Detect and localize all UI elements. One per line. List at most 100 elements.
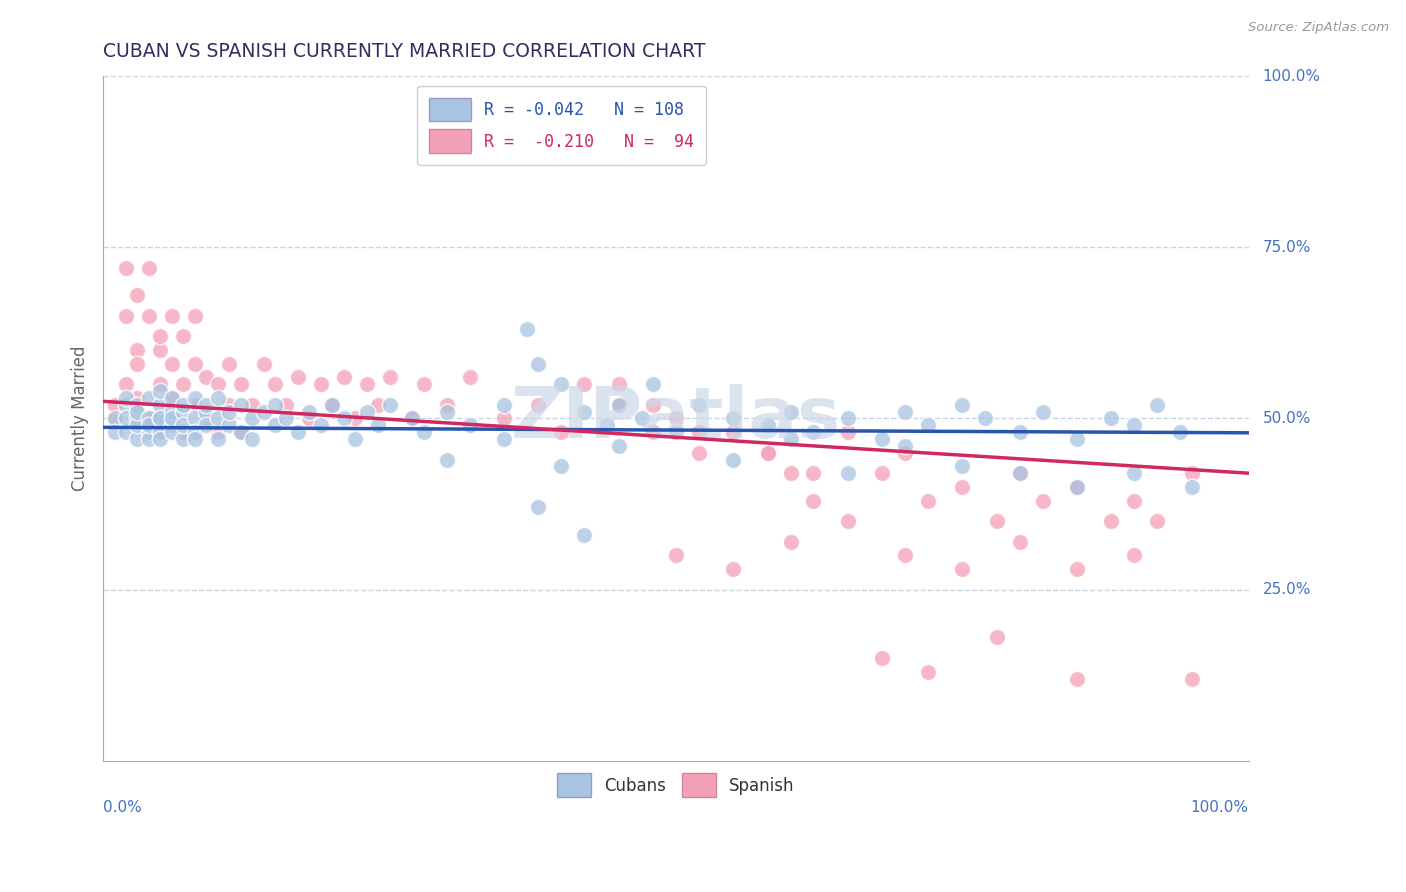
- Point: [264, 398, 287, 412]
- Point: [127, 357, 149, 371]
- Point: [756, 445, 779, 459]
- Point: [149, 329, 172, 343]
- Point: [138, 432, 160, 446]
- Point: [436, 404, 458, 418]
- Point: [160, 391, 183, 405]
- Point: [115, 309, 138, 323]
- Point: [1032, 493, 1054, 508]
- Point: [172, 377, 194, 392]
- Point: [607, 398, 630, 412]
- Point: [436, 398, 458, 412]
- Point: [665, 425, 688, 439]
- Point: [344, 432, 367, 446]
- Point: [127, 404, 149, 418]
- Point: [127, 343, 149, 357]
- Point: [1168, 425, 1191, 439]
- Text: 25.0%: 25.0%: [1263, 582, 1310, 597]
- Point: [688, 445, 710, 459]
- Point: [1123, 493, 1146, 508]
- Point: [779, 466, 801, 480]
- Point: [607, 398, 630, 412]
- Point: [229, 377, 252, 392]
- Point: [103, 411, 125, 425]
- Point: [252, 404, 274, 418]
- Point: [1146, 398, 1168, 412]
- Point: [458, 418, 481, 433]
- Point: [367, 418, 389, 433]
- Point: [1123, 549, 1146, 563]
- Point: [917, 418, 939, 433]
- Point: [665, 411, 688, 425]
- Point: [1066, 480, 1088, 494]
- Point: [458, 370, 481, 384]
- Point: [149, 411, 172, 425]
- Point: [264, 418, 287, 433]
- Point: [641, 377, 664, 392]
- Point: [688, 398, 710, 412]
- Point: [240, 398, 263, 412]
- Point: [974, 411, 997, 425]
- Point: [641, 398, 664, 412]
- Point: [1008, 534, 1031, 549]
- Point: [218, 398, 240, 412]
- Point: [356, 377, 378, 392]
- Point: [665, 425, 688, 439]
- Point: [184, 411, 207, 425]
- Point: [172, 432, 194, 446]
- Point: [160, 404, 183, 418]
- Point: [138, 411, 160, 425]
- Point: [195, 370, 218, 384]
- Point: [574, 404, 596, 418]
- Point: [103, 411, 125, 425]
- Point: [723, 425, 745, 439]
- Point: [723, 562, 745, 576]
- Point: [195, 404, 218, 418]
- Point: [321, 398, 343, 412]
- Point: [1180, 480, 1202, 494]
- Point: [276, 398, 298, 412]
- Point: [287, 370, 309, 384]
- Point: [160, 391, 183, 405]
- Point: [138, 411, 160, 425]
- Point: [207, 411, 229, 425]
- Point: [950, 562, 973, 576]
- Point: [127, 418, 149, 433]
- Point: [149, 398, 172, 412]
- Point: [494, 432, 516, 446]
- Point: [516, 322, 538, 336]
- Point: [207, 391, 229, 405]
- Point: [837, 514, 859, 528]
- Point: [149, 432, 172, 446]
- Point: [550, 377, 572, 392]
- Point: [160, 418, 183, 433]
- Point: [115, 398, 138, 412]
- Point: [240, 411, 263, 425]
- Point: [160, 425, 183, 439]
- Text: 75.0%: 75.0%: [1263, 240, 1310, 255]
- Point: [401, 411, 423, 425]
- Point: [172, 404, 194, 418]
- Point: [756, 418, 779, 433]
- Point: [138, 260, 160, 275]
- Point: [127, 288, 149, 302]
- Point: [1066, 562, 1088, 576]
- Point: [1066, 432, 1088, 446]
- Point: [723, 411, 745, 425]
- Point: [870, 466, 893, 480]
- Point: [1008, 466, 1031, 480]
- Point: [803, 493, 825, 508]
- Point: [149, 411, 172, 425]
- Point: [436, 452, 458, 467]
- Point: [779, 432, 801, 446]
- Point: [103, 425, 125, 439]
- Point: [1066, 480, 1088, 494]
- Point: [779, 404, 801, 418]
- Point: [138, 425, 160, 439]
- Point: [298, 411, 321, 425]
- Text: 0.0%: 0.0%: [103, 799, 142, 814]
- Point: [1008, 466, 1031, 480]
- Point: [607, 377, 630, 392]
- Point: [803, 466, 825, 480]
- Point: [195, 418, 218, 433]
- Text: CUBAN VS SPANISH CURRENTLY MARRIED CORRELATION CHART: CUBAN VS SPANISH CURRENTLY MARRIED CORRE…: [103, 42, 706, 61]
